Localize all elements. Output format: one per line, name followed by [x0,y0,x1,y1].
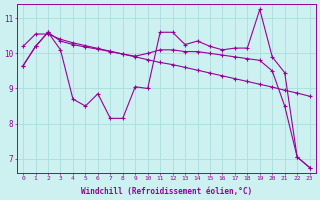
X-axis label: Windchill (Refroidissement éolien,°C): Windchill (Refroidissement éolien,°C) [81,187,252,196]
